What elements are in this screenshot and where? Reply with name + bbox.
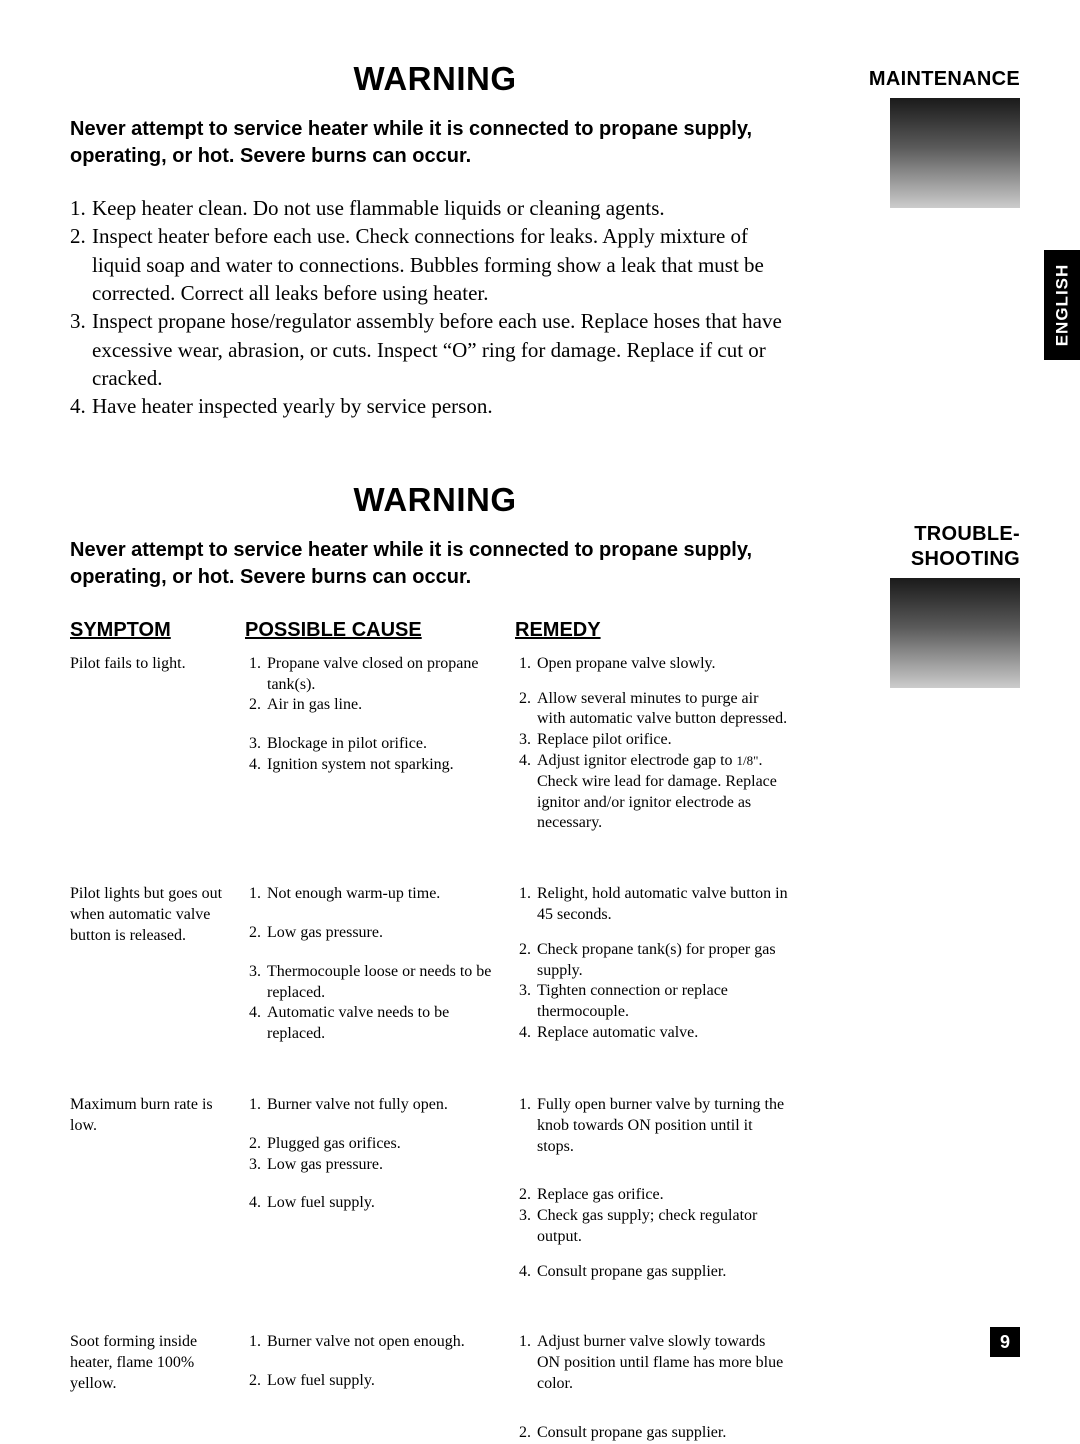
list-number: 1. xyxy=(70,194,92,222)
label-part-2: SHOOTING xyxy=(911,548,1020,570)
symptom-cell: Maximum burn rate is low. xyxy=(70,1095,245,1283)
troubleshooting-row: Pilot lights but goes out when automatic… xyxy=(70,884,800,1045)
symptom-cell: Soot forming inside heater, flame 100% y… xyxy=(70,1332,245,1443)
label-part-1: TROUBLE- xyxy=(914,523,1020,545)
remedy-cell: 1.Relight, hold automatic valve button i… xyxy=(515,884,800,1045)
remedy-item: 2.Consult propane gas supplier. xyxy=(515,1423,790,1444)
remedy-cell: 1.Open propane valve slowly. 2.Allow seve… xyxy=(515,654,800,834)
remedy-item: 3.Tighten connection or replace thermoco… xyxy=(515,981,790,1023)
remedy-item: 4.Replace automatic valve. xyxy=(515,1023,790,1044)
cause-item: 4.Ignition system not sparking. xyxy=(245,755,495,776)
cause-item: 3.Blockage in pilot orifice. xyxy=(245,734,495,755)
cause-item: 1.Burner valve not fully open. xyxy=(245,1095,495,1116)
cause-item: 3.Thermocouple loose or needs to be repl… xyxy=(245,962,495,1004)
remedy-item: 1.Adjust burner valve slowly towards ON … xyxy=(515,1332,790,1394)
maintenance-list: 1.Keep heater clean. Do not use flammabl… xyxy=(70,194,800,421)
maintenance-warning-text: Never attempt to service heater while it… xyxy=(70,116,800,170)
cause-item: 1.Propane valve closed on propane tank(s… xyxy=(245,654,495,696)
cause-item: 1.Not enough warm-up time. xyxy=(245,884,495,905)
maintenance-item: Have heater inspected yearly by service … xyxy=(92,392,800,420)
troubleshooting-table-headers: SYMPTOM POSSIBLE CAUSE REMEDY xyxy=(70,619,800,642)
remedy-item: 2.Check propane tank(s) for proper gas s… xyxy=(515,940,790,982)
cause-item: 2.Air in gas line. xyxy=(245,695,495,716)
list-number: 2. xyxy=(70,222,92,307)
cause-item: 2.Plugged gas orifices. xyxy=(245,1134,495,1155)
sidebar-label-troubleshooting: TROUBLE- SHOOTING xyxy=(911,522,1020,572)
maintenance-warning-heading: WARNING xyxy=(70,60,800,98)
troubleshooting-row: Soot forming inside heater, flame 100% y… xyxy=(70,1332,800,1443)
troubleshooting-warning-text: Never attempt to service heater while it… xyxy=(70,537,800,591)
header-remedy: REMEDY xyxy=(515,619,800,642)
symptom-cell: Pilot fails to light. xyxy=(70,654,245,834)
language-tab-text: ENGLISH xyxy=(1052,264,1072,347)
cause-cell: 1.Propane valve closed on propane tank(s… xyxy=(245,654,515,834)
remedy-item: 1.Relight, hold automatic valve button i… xyxy=(515,884,790,926)
remedy-item: 1.Fully open burner valve by turning the… xyxy=(515,1095,790,1157)
gradient-decoration xyxy=(890,98,1020,208)
maintenance-item: Inspect heater before each use. Check co… xyxy=(92,222,800,307)
maintenance-item: Inspect propane hose/regulator assembly … xyxy=(92,307,800,392)
cause-item: 2.Low fuel supply. xyxy=(245,1371,495,1392)
header-symptom: SYMPTOM xyxy=(70,619,245,642)
cause-cell: 1.Burner valve not fully open. 2.Plugged … xyxy=(245,1095,515,1283)
cause-item: 3.Low gas pressure. xyxy=(245,1155,495,1176)
list-number: 4. xyxy=(70,392,92,420)
list-number: 3. xyxy=(70,307,92,392)
remedy-item: 2.Allow several minutes to purge air wit… xyxy=(515,689,790,731)
troubleshooting-table-body: Pilot fails to light.1.Propane valve clo… xyxy=(70,654,800,1444)
remedy-item: 4.Adjust ignitor electrode gap to 1/8". … xyxy=(515,751,790,834)
page-number: 9 xyxy=(990,1327,1020,1357)
cause-item: 4.Low fuel supply. xyxy=(245,1193,495,1214)
troubleshooting-row: Maximum burn rate is low.1.Burner valve … xyxy=(70,1095,800,1283)
cause-cell: 1.Burner valve not open enough. 2.Low fue… xyxy=(245,1332,515,1443)
remedy-cell: 1.Fully open burner valve by turning the… xyxy=(515,1095,800,1283)
troubleshooting-row: Pilot fails to light.1.Propane valve clo… xyxy=(70,654,800,834)
cause-item: 1.Burner valve not open enough. xyxy=(245,1332,495,1353)
troubleshooting-warning-heading: WARNING xyxy=(70,481,800,519)
maintenance-item: Keep heater clean. Do not use flammable … xyxy=(92,194,800,222)
remedy-item: 1.Open propane valve slowly. xyxy=(515,654,790,675)
cause-cell: 1.Not enough warm-up time. 2.Low gas pres… xyxy=(245,884,515,1045)
cause-item: 2.Low gas pressure. xyxy=(245,923,495,944)
remedy-item: 4.Consult propane gas supplier. xyxy=(515,1262,790,1283)
header-cause: POSSIBLE CAUSE xyxy=(245,619,515,642)
cause-item: 4.Automatic valve needs to be replaced. xyxy=(245,1003,495,1045)
remedy-item: 3.Check gas supply; check regulator outp… xyxy=(515,1206,790,1248)
language-tab: ENGLISH xyxy=(1044,250,1080,360)
remedy-item: 3.Replace pilot orifice. xyxy=(515,730,790,751)
remedy-item: 2.Replace gas orifice. xyxy=(515,1185,790,1206)
gradient-decoration xyxy=(890,578,1020,688)
remedy-cell: 1.Adjust burner valve slowly towards ON … xyxy=(515,1332,800,1443)
sidebar-label-maintenance: MAINTENANCE xyxy=(869,68,1020,91)
symptom-cell: Pilot lights but goes out when automatic… xyxy=(70,884,245,1045)
